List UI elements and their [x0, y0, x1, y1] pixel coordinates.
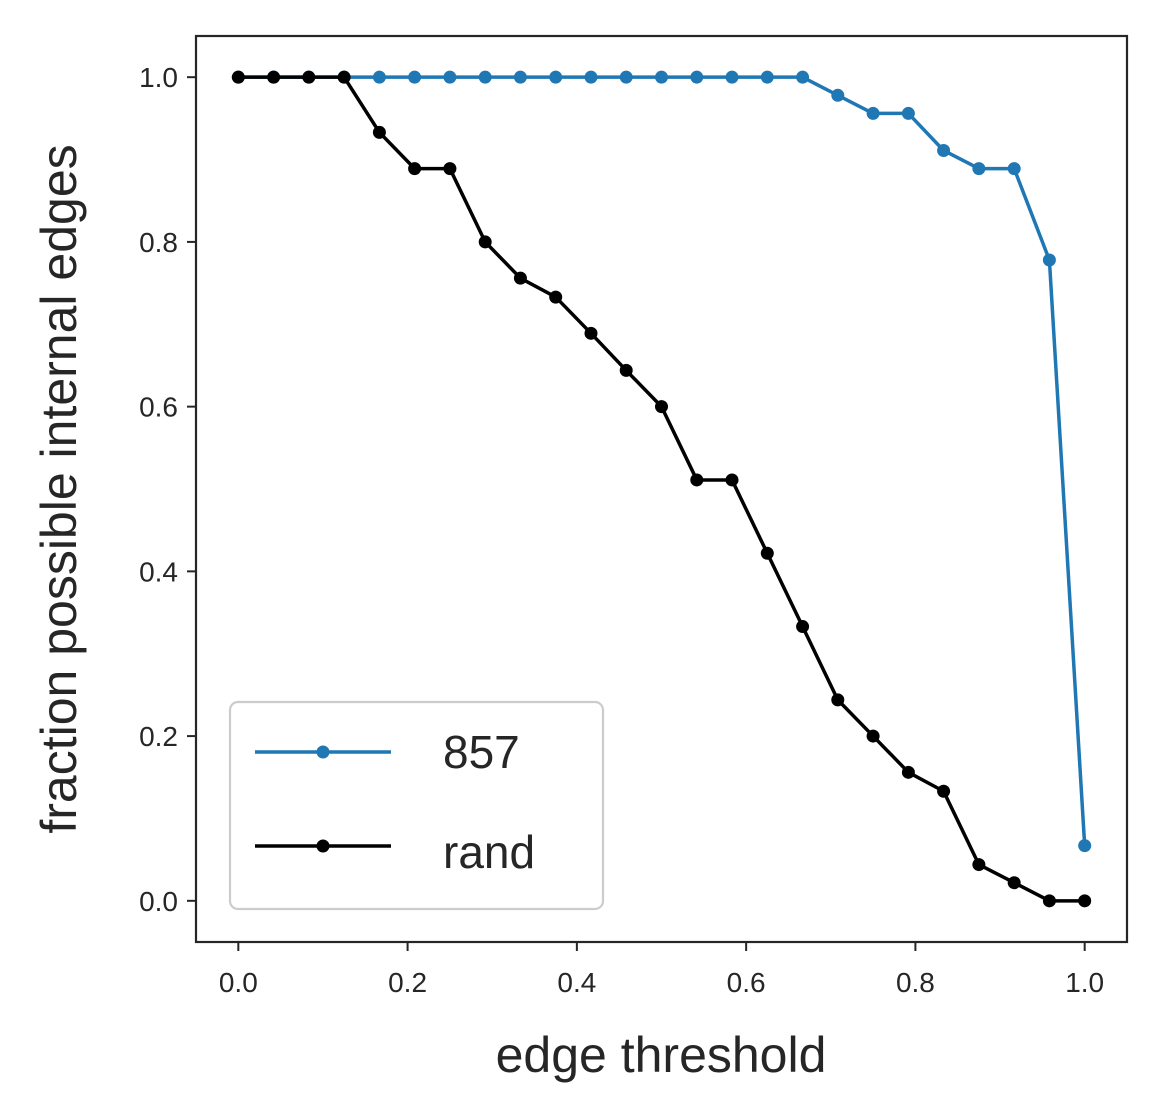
legend-label-857: 857: [443, 726, 520, 778]
data-point-rand: [513, 271, 527, 285]
x-tick-label: 0.4: [557, 967, 596, 998]
y-tick-label: 0.0: [139, 886, 178, 917]
data-point-rand: [372, 125, 386, 139]
data-point-857: [478, 70, 492, 84]
data-point-rand: [549, 290, 563, 304]
data-point-rand: [478, 235, 492, 249]
x-tick-label: 0.0: [219, 967, 258, 998]
data-point-857: [690, 70, 704, 84]
y-tick-label: 0.8: [139, 227, 178, 258]
data-point-rand: [655, 400, 668, 414]
data-point-rand: [302, 70, 316, 84]
y-tick-label: 0.6: [139, 392, 178, 423]
data-point-rand: [796, 620, 810, 634]
data-point-857: [937, 143, 951, 157]
x-tick-label: 0.8: [896, 967, 935, 998]
data-point-857: [901, 106, 915, 120]
data-point-rand: [231, 70, 245, 84]
x-tick-label: 0.6: [727, 967, 766, 998]
data-point-rand: [901, 765, 915, 779]
data-point-857: [443, 70, 457, 84]
data-point-rand: [937, 784, 951, 798]
data-point-857: [725, 70, 739, 84]
y-axis-title: fraction possible internal edges: [31, 144, 87, 833]
data-point-rand: [760, 546, 774, 560]
data-point-rand: [831, 693, 845, 707]
legend-marker-857: [316, 745, 330, 759]
series-layer: [231, 70, 1092, 908]
data-point-rand: [408, 162, 422, 176]
data-point-857: [549, 70, 563, 84]
data-point-857: [1007, 162, 1021, 176]
x-tick-label: 0.2: [388, 967, 427, 998]
data-point-rand: [866, 729, 880, 743]
y-tick-label: 1.0: [139, 62, 178, 93]
data-point-857: [972, 162, 986, 176]
data-point-rand: [619, 363, 633, 377]
data-point-rand: [443, 162, 457, 176]
data-point-857: [619, 70, 633, 84]
data-point-857: [584, 70, 598, 84]
data-point-857: [513, 70, 527, 84]
data-point-rand: [1078, 894, 1092, 908]
data-point-rand: [690, 473, 704, 487]
x-axis-title: edge threshold: [496, 1027, 827, 1083]
data-point-rand: [267, 70, 281, 84]
data-point-857: [796, 70, 810, 84]
data-point-857: [866, 106, 880, 120]
legend-marker-rand: [316, 839, 330, 853]
y-tick-label: 0.2: [139, 721, 178, 752]
legend-label-rand: rand: [443, 826, 535, 878]
data-point-857: [408, 70, 422, 84]
data-point-857: [1078, 839, 1092, 853]
data-point-857: [831, 88, 845, 102]
plot-frame: [194, 34, 1129, 944]
x-axis: 0.0 0.2 0.4 0.6 0.8 1.0: [219, 942, 1104, 998]
data-point-rand: [725, 473, 739, 487]
x-tick-label: 1.0: [1065, 967, 1104, 998]
data-point-857: [760, 70, 774, 84]
data-point-rand: [1007, 876, 1021, 890]
data-point-rand: [1042, 894, 1056, 908]
data-point-857: [1042, 253, 1056, 267]
legend-box: [228, 700, 605, 911]
data-point-rand: [337, 70, 351, 84]
data-point-857: [655, 70, 668, 84]
y-axis: 0.0 0.2 0.4 0.6 0.8 1.0: [139, 62, 196, 917]
data-point-rand: [972, 858, 986, 872]
data-point-857: [372, 70, 386, 84]
data-point-rand: [584, 326, 598, 340]
y-tick-label: 0.4: [139, 556, 178, 587]
legend: 857 rand: [228, 700, 605, 911]
